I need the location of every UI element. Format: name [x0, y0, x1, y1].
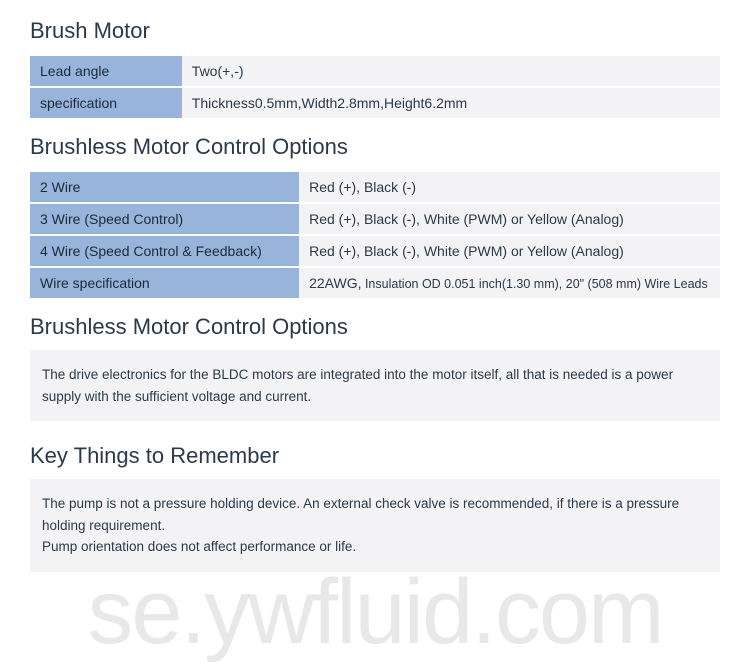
wire-spec-tail: Insulation OD 0.051 inch(1.30 mm), 20" (… [361, 277, 707, 291]
table-row: 4 Wire (Speed Control & Feedback) Red (+… [30, 236, 720, 266]
table-row: Lead angle Two(+,-) [30, 56, 720, 86]
label-cell: 2 Wire [30, 172, 299, 202]
table-row: 3 Wire (Speed Control) Red (+), Black (-… [30, 204, 720, 234]
value-cell: Red (+), Black (-), White (PWM) or Yello… [299, 236, 720, 266]
value-cell: Thickness0.5mm,Width2.8mm,Height6.2mm [182, 88, 720, 118]
value-cell: Red (+), Black (-), White (PWM) or Yello… [299, 204, 720, 234]
value-cell: Two(+,-) [182, 56, 720, 86]
section-title-brushless-options-note: Brushless Motor Control Options [30, 314, 720, 340]
section-title-brush-motor: Brush Motor [30, 18, 720, 44]
section-title-brushless-options-table: Brushless Motor Control Options [30, 134, 720, 160]
value-cell: Red (+), Black (-) [299, 172, 720, 202]
brush-motor-table: Lead angle Two(+,-) specification Thickn… [30, 54, 720, 120]
label-cell: 3 Wire (Speed Control) [30, 204, 299, 234]
wire-spec-main: 22AWG, [309, 275, 361, 291]
table-row: Wire specification 22AWG, Insulation OD … [30, 268, 720, 298]
value-cell: 22AWG, Insulation OD 0.051 inch(1.30 mm)… [299, 268, 720, 298]
note-line: The pump is not a pressure holding devic… [42, 493, 708, 536]
section-title-key-things: Key Things to Remember [30, 443, 720, 469]
table-row: 2 Wire Red (+), Black (-) [30, 172, 720, 202]
note-box-drive-electronics: The drive electronics for the BLDC motor… [30, 350, 720, 421]
note-line: Pump orientation does not affect perform… [42, 536, 708, 558]
brushless-options-table: 2 Wire Red (+), Black (-) 3 Wire (Speed … [30, 170, 720, 300]
page-container: Brush Motor Lead angle Two(+,-) specific… [0, 0, 750, 592]
label-cell: Wire specification [30, 268, 299, 298]
label-cell: 4 Wire (Speed Control & Feedback) [30, 236, 299, 266]
label-cell: specification [30, 88, 182, 118]
note-box-key-things: The pump is not a pressure holding devic… [30, 479, 720, 572]
label-cell: Lead angle [30, 56, 182, 86]
table-row: specification Thickness0.5mm,Width2.8mm,… [30, 88, 720, 118]
